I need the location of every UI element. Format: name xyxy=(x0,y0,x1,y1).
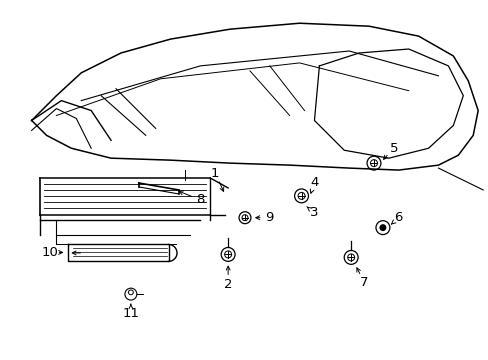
Text: 5: 5 xyxy=(389,142,397,155)
Text: 6: 6 xyxy=(394,211,402,224)
Text: 8: 8 xyxy=(196,193,204,206)
Text: 10: 10 xyxy=(41,246,58,259)
Text: 4: 4 xyxy=(309,176,318,189)
Circle shape xyxy=(379,224,386,231)
Text: 3: 3 xyxy=(309,206,318,219)
Text: 7: 7 xyxy=(359,276,367,289)
Text: 1: 1 xyxy=(210,167,219,180)
Text: 11: 11 xyxy=(122,307,139,320)
Text: 9: 9 xyxy=(265,211,273,224)
Text: 2: 2 xyxy=(224,278,232,291)
Polygon shape xyxy=(68,244,168,261)
